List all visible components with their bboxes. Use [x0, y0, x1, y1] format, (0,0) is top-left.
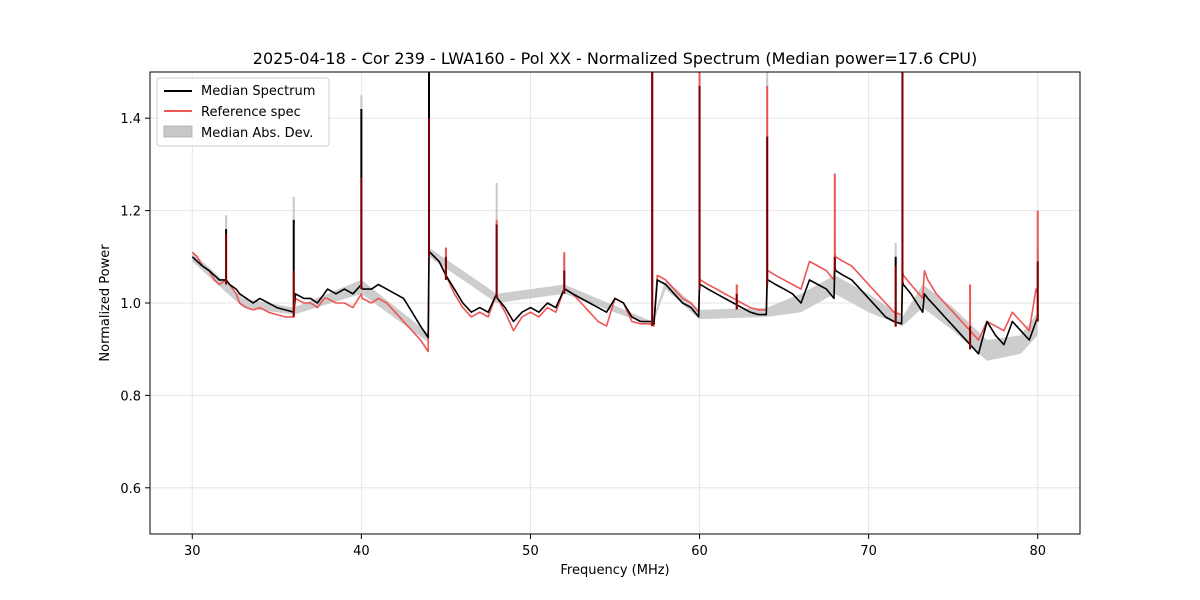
legend-median-label: Median Spectrum [201, 84, 315, 99]
chart-title: 2025-04-18 - Cor 239 - LWA160 - Pol XX -… [253, 49, 977, 68]
median-spectrum-layer [191, 251, 1039, 355]
y-tick-label: 0.8 [120, 389, 141, 404]
y-tick-label: 1.2 [120, 205, 141, 220]
x-tick-label: 70 [860, 544, 877, 559]
rfi-spikes-layer [225, 72, 1039, 350]
y-axis-ticks: 0.6 0.8 1.0 1.2 1.4 [120, 112, 150, 497]
y-axis-label: Normalized Power [98, 244, 113, 362]
median-spectrum-line [191, 251, 1039, 355]
y-tick-label: 1.4 [120, 112, 141, 127]
mad-band-layer [192, 247, 1038, 361]
x-tick-label: 40 [353, 544, 370, 559]
x-tick-label: 30 [184, 544, 201, 559]
x-axis-ticks: 30 40 50 60 70 80 [184, 534, 1046, 559]
mad-band [192, 247, 1038, 361]
x-tick-label: 80 [1029, 544, 1046, 559]
x-tick-label: 60 [691, 544, 708, 559]
legend-mad-swatch [163, 125, 193, 138]
legend-mad-label: Median Abs. Dev. [201, 126, 313, 141]
legend-reference-label: Reference spec [201, 105, 301, 120]
y-tick-label: 1.0 [120, 297, 141, 312]
legend-frame [156, 77, 330, 147]
x-tick-label: 50 [522, 544, 539, 559]
legend: Median Spectrum Reference spec Median Ab… [156, 77, 330, 147]
x-axis-label: Frequency (MHz) [560, 563, 669, 578]
y-tick-label: 0.6 [120, 482, 141, 497]
